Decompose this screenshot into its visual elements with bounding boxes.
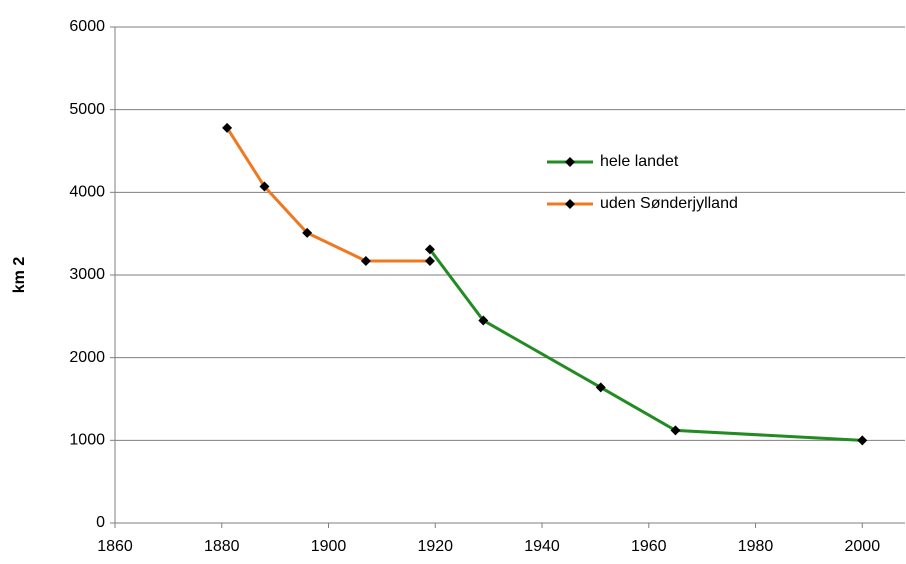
y-tick-label: 0 <box>96 514 105 531</box>
x-tick-label: 1880 <box>204 538 240 555</box>
point <box>302 227 313 238</box>
y-tick-label: 3000 <box>69 266 105 283</box>
legend-label: hele landet <box>600 153 679 170</box>
legend-marker <box>565 157 575 167</box>
x-tick-label: 1860 <box>97 538 133 555</box>
point <box>478 315 489 326</box>
y-tick-label: 4000 <box>69 184 105 201</box>
legend-label: uden Sønderjylland <box>600 195 738 212</box>
point <box>259 181 270 192</box>
line <box>428 248 863 442</box>
point <box>424 255 435 266</box>
x-tick-label: 1960 <box>631 538 667 555</box>
y-tick-label: 1000 <box>69 432 105 449</box>
y-axis-label: km 2 <box>11 257 28 294</box>
point <box>670 425 681 436</box>
point <box>595 382 606 393</box>
x-tick-label: 1940 <box>524 538 560 555</box>
point <box>360 255 371 266</box>
point <box>222 122 233 133</box>
line <box>225 127 430 263</box>
y-tick-label: 5000 <box>69 101 105 118</box>
y-tick-label: 2000 <box>69 349 105 366</box>
x-tick-label: 1900 <box>311 538 347 555</box>
legend-marker <box>565 199 575 209</box>
x-tick-label: 1920 <box>417 538 453 555</box>
point <box>857 435 868 446</box>
x-tick-label: 2000 <box>845 538 881 555</box>
y-tick-label: 6000 <box>69 18 105 35</box>
point <box>424 244 435 255</box>
x-tick-label: 1980 <box>738 538 774 555</box>
